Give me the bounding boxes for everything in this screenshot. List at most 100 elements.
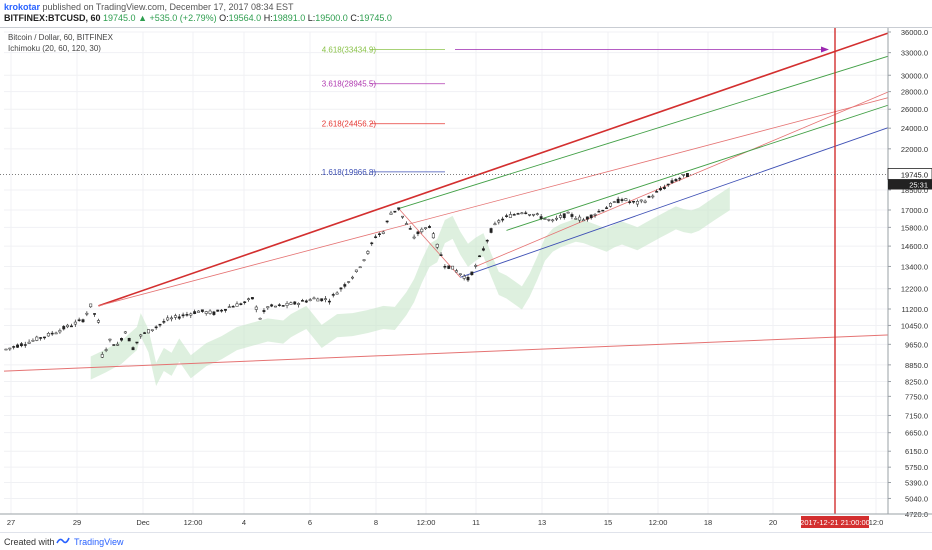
candle-body: [258, 318, 262, 320]
candle-body: [12, 346, 16, 348]
candle-body: [616, 198, 620, 204]
pitchfork-median-line: [98, 95, 896, 307]
candle-body: [239, 303, 243, 305]
candle-body: [93, 313, 96, 315]
vline-date-tag: [801, 516, 869, 528]
candle-body: [589, 214, 593, 219]
price-tick-label: 10450.0: [901, 321, 928, 330]
candle-body: [112, 344, 116, 346]
time-axis[interactable]: 27 29 Dec 12:00 4 6 8 12:00 11 13 15 12:00 18 20 12:02…: [0, 513, 932, 528]
price-axis[interactable]: 36000.0 33000.0 30000.0 28000.0 26000.0 24000…: [887, 28, 932, 531]
candle-body: [262, 310, 266, 312]
candle-body: [558, 215, 562, 218]
candle-body: [227, 306, 231, 308]
candle-body: [143, 332, 147, 334]
candle-body: [324, 298, 328, 300]
pitchfork-blue-line: [460, 124, 896, 278]
chart-canvas[interactable]: 4.618(33434.9) 3.618(28945.5) 2.618(24456.…: [0, 28, 932, 531]
candle-body: [154, 326, 158, 329]
candle-body: [547, 219, 551, 221]
candle-body: [466, 277, 470, 281]
candle-body: [609, 203, 612, 207]
candle-body: [81, 319, 85, 323]
price-change: +535.0 (+2.79%): [149, 13, 217, 23]
candle-body: [543, 218, 547, 220]
candle-body: [58, 330, 62, 333]
legend-indicator[interactable]: Ichimoku (20, 60, 120, 30): [8, 44, 101, 53]
time-tick-label: 12:00: [649, 518, 668, 527]
candle-body: [635, 201, 639, 205]
candle-body: [189, 313, 193, 316]
candle-body: [301, 300, 304, 302]
candle-body: [70, 325, 73, 328]
candle-body: [643, 200, 647, 203]
time-tick-label: Dec: [136, 518, 150, 527]
candle-body: [366, 251, 370, 254]
candle-body: [632, 200, 635, 203]
candle-body: [77, 319, 81, 321]
author-link[interactable]: krokotar: [4, 2, 41, 12]
tradingview-logo-icon[interactable]: [56, 536, 70, 545]
price-tick-label: 13400.0: [901, 262, 928, 271]
open-label: O:: [219, 13, 229, 23]
time-tick-label: 29: [73, 518, 81, 527]
price-tick-label: 7750.0: [905, 392, 928, 401]
price-tick-label: 9650.0: [905, 340, 928, 349]
candle-body: [289, 302, 293, 305]
candle-body: [266, 306, 270, 309]
price-tick-label: 6150.0: [905, 447, 928, 456]
candle-body: [474, 265, 478, 267]
time-tick-label: 8: [374, 518, 378, 527]
candle-body: [293, 301, 297, 305]
candle-body: [285, 303, 289, 306]
symbol-info: BITFINEX:BTCUSD, 60 19745.0 ▲ +535.0 (+2…: [4, 13, 392, 23]
candle-body: [89, 303, 93, 308]
time-tick-label: 12:00: [184, 518, 203, 527]
candle-body: [62, 326, 66, 330]
candle-body: [651, 195, 655, 198]
fib-level-label: 2.618(24456.2): [322, 120, 377, 129]
candle-body: [274, 305, 277, 308]
candle-body: [85, 312, 89, 315]
candle-body: [378, 233, 381, 235]
candle-body: [35, 336, 39, 341]
price-tick-label: 12200.0: [901, 285, 928, 294]
time-tick-label: 27: [7, 518, 15, 527]
candle-body: [139, 334, 143, 337]
candle-body: [193, 311, 197, 314]
candle-body: [455, 270, 458, 273]
chart-area[interactable]: 4.618(33434.9) 3.618(28945.5) 2.618(24456.…: [0, 27, 932, 531]
price-tick-label: 11200.0: [901, 305, 928, 314]
countdown-tag: [888, 179, 932, 190]
candle-body: [524, 212, 528, 215]
candle-body: [250, 297, 254, 300]
change-arrow-icon: ▲: [138, 13, 148, 23]
symbol-name[interactable]: BITFINEX:BTCUSD, 60: [4, 13, 101, 23]
candle-body: [647, 195, 651, 198]
price-tick-label: 8850.0: [905, 361, 928, 370]
candle-body: [197, 310, 200, 313]
candle-body: [370, 242, 374, 245]
candle-body: [420, 228, 424, 233]
candle-body: [147, 329, 150, 334]
grid: [4, 31, 888, 515]
channel-upper-line: [98, 29, 896, 307]
candle-body: [374, 236, 378, 238]
candle-body: [362, 259, 366, 261]
pitchfork-red-2: [475, 88, 896, 267]
candle-body: [682, 174, 686, 176]
tradingview-brand[interactable]: TradingView: [74, 537, 124, 547]
candle-body: [204, 311, 208, 314]
candle-body: [385, 220, 389, 223]
candle-body: [628, 201, 632, 203]
candle-body: [666, 183, 670, 186]
price-axis-bg: [888, 28, 932, 531]
price-tick-label: 14600.0: [901, 242, 928, 251]
publish-info: krokotar published on TradingView.com, D…: [4, 2, 294, 12]
candle-body: [528, 214, 532, 216]
candle-body: [181, 314, 185, 317]
countdown-label: 25:31: [909, 180, 928, 189]
candle-body: [612, 201, 616, 203]
vline-date-label: 2017-12-21 21:00:00: [800, 518, 870, 527]
fib-level-label: 3.618(28945.5): [322, 80, 377, 89]
